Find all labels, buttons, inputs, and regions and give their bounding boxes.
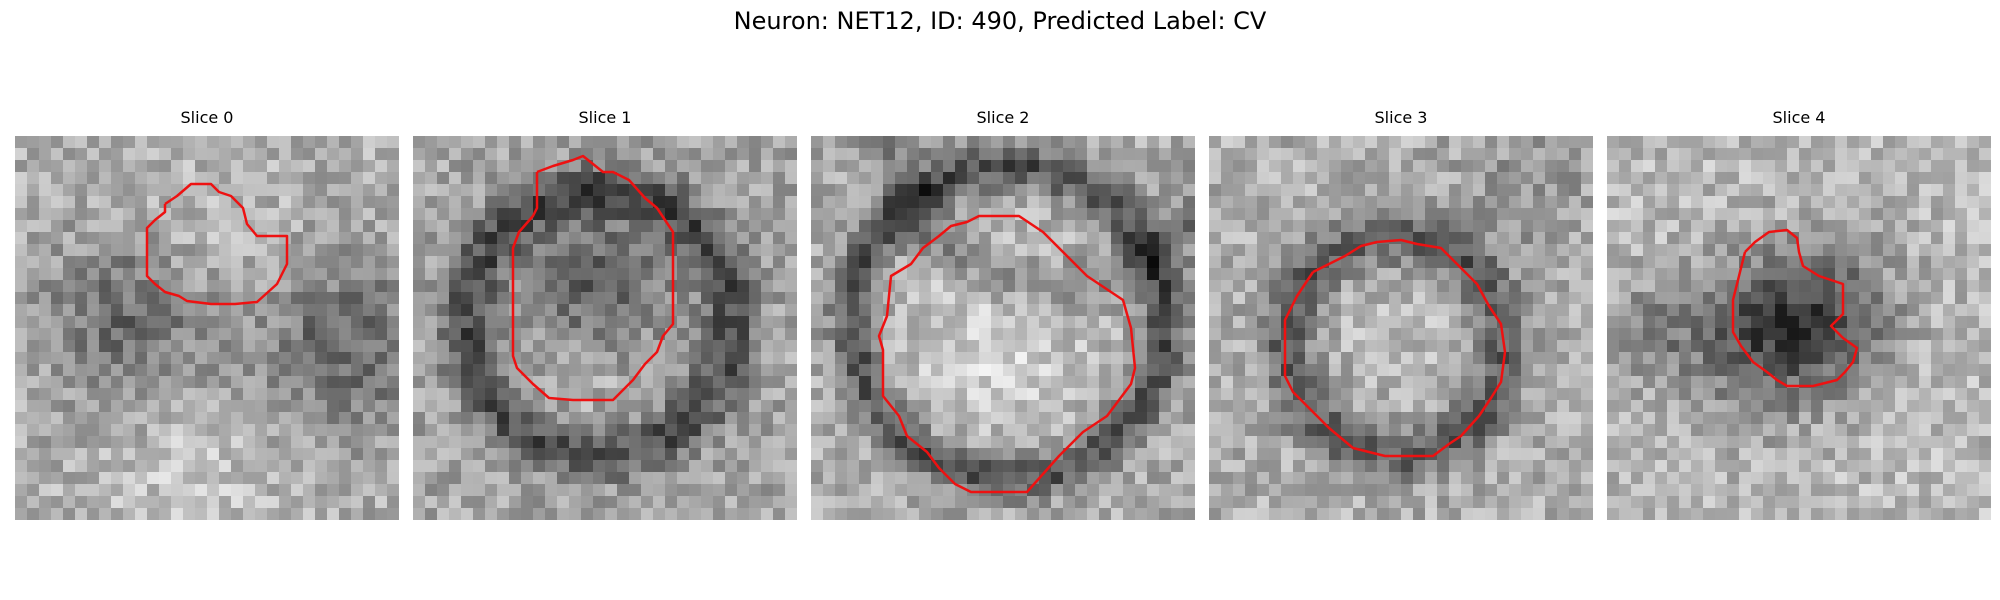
slice-panel-4: Slice 4: [1607, 108, 1991, 128]
pixel-grid-3: [1209, 136, 1593, 520]
slice-panel-0: Slice 0: [15, 108, 399, 128]
slice-panel-3: Slice 3: [1209, 108, 1593, 128]
figure-title: Neuron: NET12, ID: 490, Predicted Label:…: [0, 6, 2000, 36]
slice-title-1: Slice 1: [413, 108, 797, 128]
pixel-grid-1: [413, 136, 797, 520]
pixel-grid-2: [811, 136, 1195, 520]
slice-image-0: [15, 136, 399, 520]
slice-image-1: [413, 136, 797, 520]
slice-image-4: [1607, 136, 1991, 520]
slice-panel-1: Slice 1: [413, 108, 797, 128]
pixel-grid-4: [1607, 136, 1991, 520]
slice-image-3: [1209, 136, 1593, 520]
slice-image-2: [811, 136, 1195, 520]
slice-title-2: Slice 2: [811, 108, 1195, 128]
slice-title-0: Slice 0: [15, 108, 399, 128]
slice-title-3: Slice 3: [1209, 108, 1593, 128]
slice-title-4: Slice 4: [1607, 108, 1991, 128]
slice-panel-2: Slice 2: [811, 108, 1195, 128]
pixel-grid-0: [15, 136, 399, 520]
